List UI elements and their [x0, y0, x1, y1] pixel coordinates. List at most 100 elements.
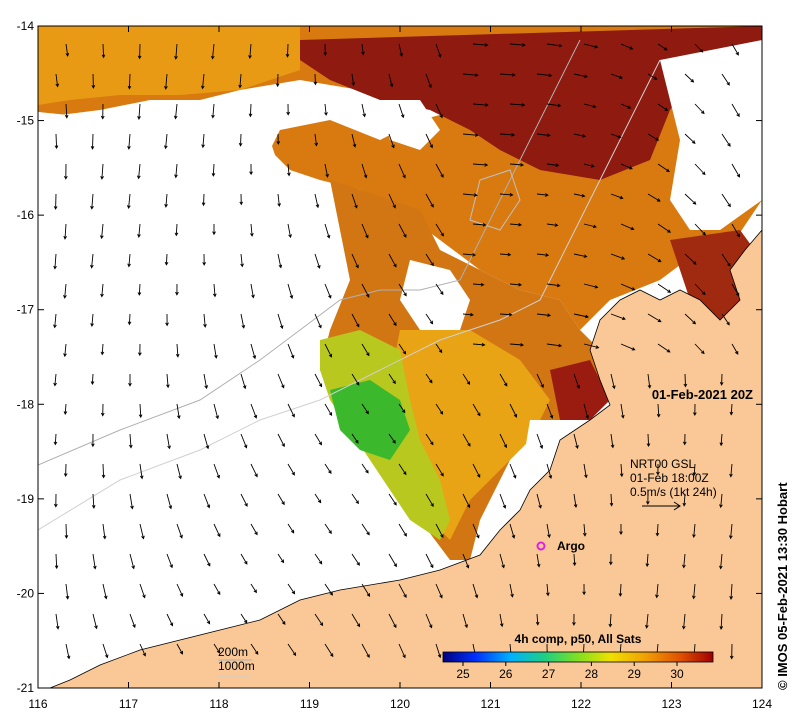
current-arrow: [472, 43, 489, 47]
current-arrow: [536, 313, 552, 318]
current-arrow: [250, 463, 258, 478]
current-arrow: [324, 283, 332, 299]
current-arrow: [100, 343, 105, 356]
current-arrow: [201, 133, 205, 149]
current-arrow: [721, 73, 730, 86]
current-arrow: [287, 283, 294, 299]
current-arrow: [277, 553, 285, 564]
current-arrow: [729, 403, 734, 416]
colorbar-ticks: 25 26 27 28 29 30: [456, 662, 684, 681]
current-arrow: [100, 163, 104, 180]
x-tick-label: 116: [28, 697, 47, 711]
current-arrow: [731, 283, 740, 297]
x-tick-label: 117: [119, 697, 138, 711]
current-arrow: [462, 613, 468, 629]
current-arrow: [102, 643, 109, 659]
current-arrow: [435, 43, 442, 58]
current-arrow: [200, 73, 205, 90]
current-arrow: [54, 133, 59, 150]
current-arrow: [248, 103, 253, 118]
cloud-gap-4: [380, 100, 440, 150]
current-arrow: [657, 283, 672, 293]
current-arrow: [499, 192, 514, 197]
x-tick-label: 119: [300, 697, 319, 711]
current-arrow: [425, 433, 434, 446]
current-arrow: [287, 163, 291, 177]
current-arrow: [174, 43, 178, 60]
current-arrow: [620, 103, 632, 109]
current-arrow: [398, 283, 407, 297]
current-arrow: [619, 524, 623, 536]
current-arrow: [277, 193, 281, 208]
current-arrow: [54, 493, 58, 508]
current-arrow: [314, 193, 320, 209]
colorbar-tick-label: 29: [628, 667, 642, 681]
current-arrow: [240, 313, 246, 329]
current-arrow: [324, 223, 331, 239]
current-arrow: [176, 583, 184, 597]
current-arrow: [176, 523, 183, 539]
current-arrow: [721, 253, 731, 267]
current-arrow: [176, 463, 182, 480]
current-arrow: [65, 583, 70, 600]
current-arrow: [324, 643, 334, 658]
current-arrow: [499, 73, 516, 77]
current-arrow: [92, 553, 97, 570]
current-arrow: [314, 133, 319, 147]
current-arrow: [240, 493, 248, 507]
current-arrow: [203, 313, 207, 328]
current-arrow: [388, 313, 397, 327]
current-arrow: [53, 193, 58, 210]
current-arrow: [91, 493, 96, 509]
current-arrow: [655, 523, 660, 537]
current-arrow: [719, 613, 724, 630]
current-arrow: [388, 553, 397, 568]
current-arrow: [509, 343, 525, 347]
colorbar-tick-label: 26: [499, 667, 513, 681]
current-arrow: [398, 583, 407, 599]
current-arrow: [572, 553, 577, 567]
x-tick-label: 118: [209, 697, 228, 711]
current-arrow: [361, 283, 370, 298]
cloud-gap-1: [38, 110, 340, 480]
x-tick-label: 122: [571, 697, 591, 711]
current-arrow: [287, 463, 295, 476]
current-arrow: [92, 613, 98, 630]
current-arrow: [138, 343, 142, 357]
current-arrow: [499, 312, 513, 317]
current-arrow: [63, 223, 67, 240]
current-arrow: [546, 403, 554, 419]
current-arrow: [64, 163, 68, 180]
current-arrow: [425, 133, 433, 149]
current-arrow: [691, 583, 696, 600]
current-arrow: [610, 433, 615, 449]
current-arrow: [212, 283, 217, 298]
current-arrow: [248, 43, 252, 59]
current-arrow: [250, 583, 257, 594]
current-arrow: [276, 133, 281, 145]
current-arrow: [647, 193, 661, 202]
current-arrow: [684, 193, 697, 205]
current-arrow: [472, 583, 479, 599]
current-arrow: [55, 613, 60, 630]
current-arrow: [499, 373, 508, 387]
current-arrow: [694, 343, 705, 355]
current-arrow: [657, 103, 669, 111]
x-tick-label: 124: [752, 697, 772, 711]
current-arrow: [509, 463, 517, 479]
current-arrow: [435, 283, 444, 296]
current-arrow: [499, 493, 507, 509]
current-arrow: [100, 103, 105, 120]
current-arrow: [137, 283, 142, 296]
current-arrow: [719, 433, 724, 447]
current-arrow: [573, 193, 586, 198]
currents-line1: NRT00 GSL: [630, 457, 695, 471]
current-arrow: [63, 403, 68, 416]
current-arrow: [472, 342, 486, 347]
current-arrow: [314, 433, 323, 446]
current-arrow: [238, 133, 243, 147]
y-tick-label: -18: [17, 397, 35, 411]
current-arrow: [462, 253, 477, 257]
current-arrow: [618, 583, 623, 597]
current-arrow: [351, 613, 361, 628]
